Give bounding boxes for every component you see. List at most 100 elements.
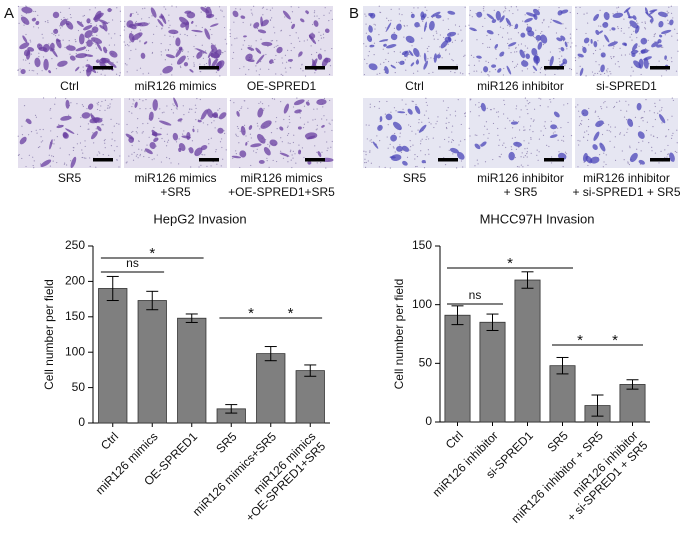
pore <box>269 19 272 21</box>
pore <box>206 165 208 167</box>
pore <box>402 108 404 111</box>
cell <box>629 20 639 29</box>
micrograph-bg <box>575 98 678 168</box>
cell <box>256 133 266 144</box>
pore <box>499 156 501 158</box>
pore <box>171 63 173 65</box>
pore <box>223 26 226 29</box>
cell <box>600 52 606 58</box>
bar <box>479 321 506 423</box>
pore <box>111 19 114 21</box>
pore <box>548 26 550 28</box>
pore <box>255 70 257 72</box>
x-tick-label: miR126 mimics+OE-SPRED1+SR5 <box>233 429 328 524</box>
cell <box>263 146 271 156</box>
pore <box>193 65 195 67</box>
pore <box>38 56 40 58</box>
pore <box>603 161 605 163</box>
pore <box>503 103 506 106</box>
cell <box>245 141 248 146</box>
pore <box>108 44 110 46</box>
pore <box>654 33 656 35</box>
pore <box>603 102 605 104</box>
pore <box>250 9 252 11</box>
pore <box>447 18 449 20</box>
cell <box>101 57 107 63</box>
pore <box>489 38 492 40</box>
pore <box>501 36 504 38</box>
pore <box>257 125 259 127</box>
pore <box>311 23 314 26</box>
cell <box>210 52 215 58</box>
pore <box>492 158 494 161</box>
bar <box>444 314 471 423</box>
pore <box>49 108 52 110</box>
cell <box>81 112 91 119</box>
pore <box>87 128 89 130</box>
pore <box>607 124 610 126</box>
cell <box>632 15 637 20</box>
pore <box>37 14 39 16</box>
pore <box>277 44 279 47</box>
pore <box>619 47 621 50</box>
cell <box>43 58 49 71</box>
pore <box>441 57 443 59</box>
pore <box>672 132 674 134</box>
pore <box>365 161 367 164</box>
pore <box>660 109 663 111</box>
pore <box>604 100 606 103</box>
pore <box>104 147 106 149</box>
pore <box>50 117 52 119</box>
pore <box>483 134 485 136</box>
pore <box>484 161 487 163</box>
micrograph-bg <box>363 98 466 168</box>
cell <box>651 41 659 48</box>
pore <box>670 12 673 14</box>
pore <box>476 159 478 161</box>
pore <box>514 156 517 159</box>
cell <box>643 56 652 61</box>
pore <box>437 38 439 40</box>
pore <box>195 34 197 37</box>
pore <box>104 142 106 144</box>
pore <box>450 141 453 143</box>
pore <box>666 10 668 12</box>
pore <box>654 152 657 154</box>
y-tick-label: 150 <box>65 309 85 323</box>
pore <box>524 14 526 16</box>
pore <box>505 7 507 10</box>
pore <box>526 151 528 153</box>
pore <box>490 109 492 111</box>
pore <box>633 30 635 32</box>
pore <box>324 7 326 9</box>
pore <box>313 15 316 17</box>
pore <box>464 54 466 56</box>
pore <box>428 121 430 123</box>
pore <box>399 144 401 146</box>
pore <box>281 57 283 59</box>
pore <box>126 44 129 46</box>
pore <box>426 47 428 50</box>
pore <box>83 69 85 72</box>
micrograph-bg <box>469 98 572 168</box>
pore <box>510 146 512 148</box>
pore <box>116 159 118 161</box>
pore <box>445 126 448 129</box>
pore <box>195 107 197 110</box>
pore <box>672 17 674 19</box>
pore <box>674 28 676 30</box>
cell <box>324 28 330 33</box>
cell <box>386 22 392 32</box>
cell <box>476 11 483 18</box>
cell <box>415 59 420 65</box>
pore <box>534 36 536 39</box>
error-bar <box>591 394 604 417</box>
pore <box>374 24 376 26</box>
pore <box>464 139 466 141</box>
pore <box>175 6 177 8</box>
pore <box>577 139 579 142</box>
pore <box>134 22 137 24</box>
pore <box>517 121 520 123</box>
pore <box>540 98 542 100</box>
pore <box>135 131 137 133</box>
